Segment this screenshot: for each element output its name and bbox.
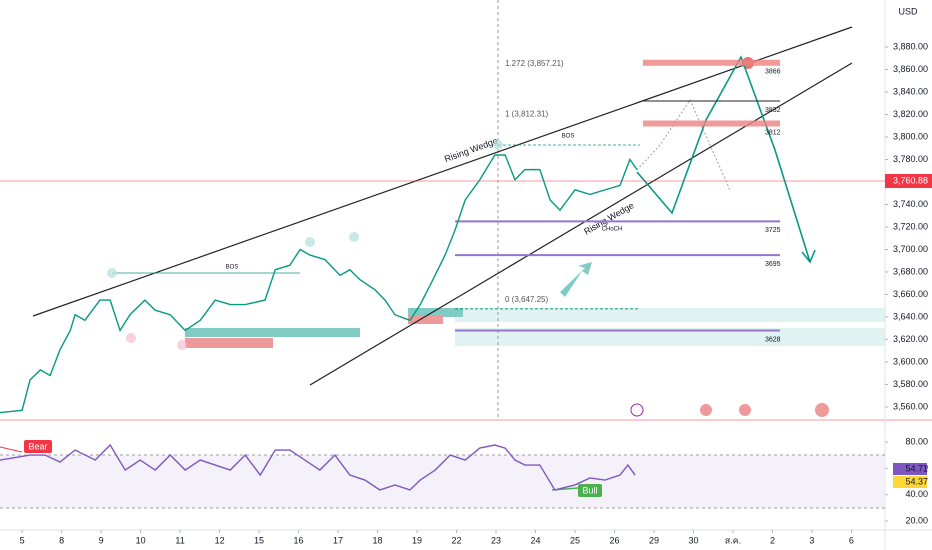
trend-arrow [560,262,592,297]
level-label: 3812 [765,129,781,136]
y-tick-label: 3,840.00 [893,86,928,96]
event-icon[interactable] [630,403,644,417]
bear-label: Bear [28,441,47,451]
y-tick-label: 80.00 [905,436,928,446]
rsi-value-label: 54.71 [905,463,928,473]
y-tick-label: 3,780.00 [893,154,928,164]
x-tick-label: 9 [99,535,104,545]
bos-label: BOS [226,265,239,271]
event-icon[interactable] [739,404,751,416]
x-tick-label: 24 [530,535,540,545]
wedge-upper [32,26,853,317]
rsi-band [0,455,885,508]
swing-marker [107,268,117,278]
swing-marker [177,340,187,350]
x-tick-label: 18 [373,535,383,545]
swing-marker [349,232,359,242]
level-label: 3725 [765,227,781,234]
y-tick-label: 3,640.00 [893,311,928,321]
y-tick-label: 3,580.00 [893,379,928,389]
level-label: 3695 [765,261,781,268]
event-icon[interactable] [700,404,712,416]
x-tick-label: 23 [491,535,501,545]
y-tick-label: 3,700.00 [893,244,928,254]
bear-tag [24,440,52,453]
demand-zone [455,308,885,322]
price-line [0,154,638,414]
rsi-tag [893,463,927,475]
swing-marker [126,333,136,343]
x-tick-label: 19 [412,535,422,545]
x-tick-label: 8 [59,535,64,545]
x-tick-label: ส.ค. [725,535,742,545]
last-price-label: 3,760.88 [893,175,928,185]
y-tick-label: 3,860.00 [893,64,928,74]
x-tick-label: 3 [809,535,814,545]
x-tick-label: 22 [452,535,462,545]
projection-path [636,55,811,263]
order-block [185,338,273,348]
bos-label: BOS [562,134,575,140]
y-tick-label: 3,560.00 [893,401,928,411]
swing-marker [493,140,503,150]
y-tick-label: 3,720.00 [893,221,928,231]
y-tick-label: 3,740.00 [893,199,928,209]
y-tick-label: 3,680.00 [893,266,928,276]
y-tick-label: 20.00 [905,515,928,525]
event-icon[interactable] [815,403,829,417]
wedge-lower [309,62,853,386]
x-tick-label: 12 [215,535,225,545]
x-tick-label: 10 [136,535,146,545]
level-label: 3628 [765,336,781,343]
x-tick-label: 6 [849,535,854,545]
order-block [185,328,360,337]
x-tick-label: 29 [649,535,659,545]
x-tick-label: 30 [688,535,698,545]
y-tick-label: 40.00 [905,489,928,499]
x-tick-label: 25 [570,535,580,545]
rsi-value-label: 54.37 [905,476,928,486]
x-tick-label: 17 [333,535,343,545]
fib-label: 0 (3,647.25) [505,295,548,304]
x-tick-label: 26 [609,535,619,545]
x-tick-label: 11 [175,535,184,545]
bull-label: Bull [582,485,597,495]
x-tick-label: 16 [294,535,304,545]
y-tick-label: 3,600.00 [893,356,928,366]
rsi-tag [893,476,927,488]
y-tick-label: 3,820.00 [893,109,928,119]
level-label: 3832 [765,107,781,114]
order-block [408,308,463,317]
x-tick-label: 5 [20,535,25,545]
demand-zone [455,328,885,346]
bull-tag [578,484,602,497]
fib-label: 1.272 (3,857.21) [505,59,564,68]
currency-label: USD [898,6,918,16]
swing-marker [305,237,315,247]
bear-line [0,446,23,453]
y-tick-label: 3,800.00 [893,131,928,141]
fib-label: 1 (3,812.31) [505,109,548,118]
y-tick-label: 3,880.00 [893,41,928,51]
last-price-tag [885,174,932,189]
level-label: 3866 [765,69,781,76]
y-tick-label: 3,620.00 [893,334,928,344]
price-line [0,443,636,491]
x-tick-label: 15 [254,535,264,545]
x-tick-label: 2 [770,535,775,545]
y-tick-label: 3,660.00 [893,289,928,299]
projection-arrow [801,249,816,264]
choch-label: CHoCH [602,227,623,233]
order-block [408,316,443,324]
